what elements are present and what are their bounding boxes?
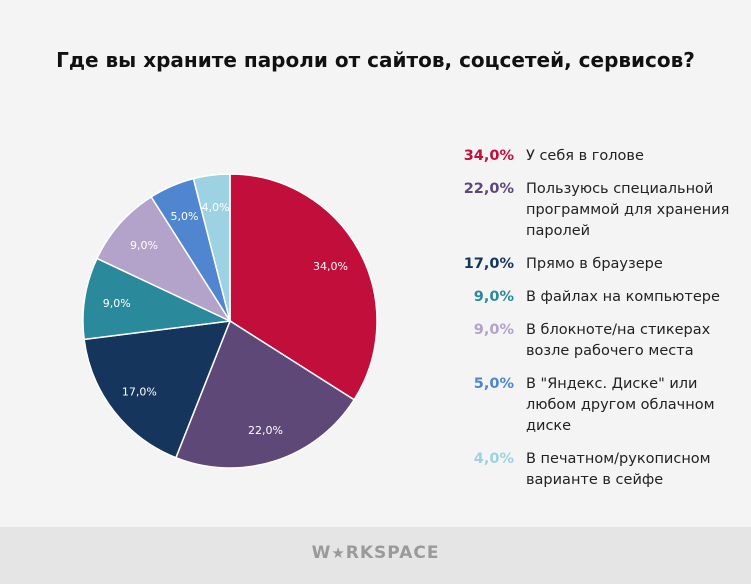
data-label: 5,0% bbox=[170, 210, 198, 223]
legend-item: 22,0% Пользуюсь специальной программой дл… bbox=[452, 179, 742, 242]
legend: 34,0% У себя в голове 22,0% Пользуюсь специ… bbox=[452, 146, 742, 503]
pie-slice bbox=[83, 320, 232, 459]
data-label: 9,0% bbox=[103, 297, 131, 310]
legend-item: 9,0% В файлах на компьютере bbox=[452, 287, 742, 308]
footer bbox=[0, 527, 751, 584]
legend-percent: 4,0% bbox=[473, 451, 514, 467]
pie-slice bbox=[82, 257, 233, 341]
data-label: 17,0% bbox=[122, 385, 157, 398]
pie-slice bbox=[192, 173, 231, 322]
legend-label: Пользуюсь специальной программой для хра… bbox=[526, 181, 730, 239]
pie-chart: 34,0% 22,0% 17,0% 9,0% 9,0% 5,0% 4,0% bbox=[82, 173, 378, 469]
legend-percent: 17,0% bbox=[463, 256, 514, 272]
legend-label: У себя в голове bbox=[526, 148, 644, 164]
legend-label: Прямо в браузере bbox=[526, 256, 663, 272]
legend-item: 17,0% Прямо в браузере bbox=[452, 254, 742, 275]
workspace-logo: W★RKSPACE bbox=[311, 543, 440, 563]
data-label: 22,0% bbox=[248, 424, 283, 437]
legend-percent: 9,0% bbox=[473, 289, 514, 305]
chart-title: Где вы храните пароли от сайтов, соцсете… bbox=[56, 48, 695, 72]
legend-item: 4,0% В печатном/рукописном варианте в сей… bbox=[452, 449, 742, 491]
legend-percent: 22,0% bbox=[463, 181, 514, 197]
pie-slice bbox=[95, 195, 233, 323]
legend-label: В блокноте/на стикерах возле рабочего ме… bbox=[526, 322, 711, 359]
legend-item: 5,0% В "Яндекс. Диске" или любом другом о… bbox=[452, 374, 742, 437]
legend-item: 34,0% У себя в голове bbox=[452, 146, 742, 167]
legend-percent: 5,0% bbox=[473, 376, 514, 392]
data-label: 34,0% bbox=[313, 260, 348, 273]
legend-label: В печатном/рукописном варианте в сейфе bbox=[526, 451, 711, 488]
legend-percent: 34,0% bbox=[463, 148, 514, 164]
pie-slice bbox=[174, 319, 356, 469]
legend-label: В "Яндекс. Диске" или любом другом облач… bbox=[526, 376, 715, 434]
data-label: 4,0% bbox=[202, 201, 230, 214]
pie-slice bbox=[229, 173, 378, 401]
legend-label: В файлах на компьютере bbox=[526, 289, 720, 305]
legend-item: 9,0% В блокноте/на стикерах возле рабочег… bbox=[452, 320, 742, 362]
legend-percent: 9,0% bbox=[473, 322, 514, 338]
data-label: 9,0% bbox=[130, 239, 158, 252]
